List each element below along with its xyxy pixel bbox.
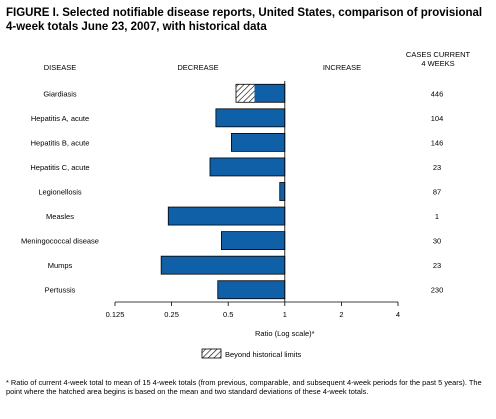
decrease-header: DECREASE [177, 63, 218, 72]
category-label: Legionellosis [38, 188, 82, 197]
category-label: Meningococcal disease [21, 237, 99, 246]
x-tick-label: 0.5 [223, 310, 233, 319]
x-tick-label: 4 [396, 310, 400, 319]
footnote: * Ratio of current 4-week total to mean … [6, 378, 482, 397]
bar [160, 255, 286, 275]
cases-value: 23 [433, 163, 441, 172]
bar [220, 231, 286, 251]
cases-header-line2: 4 WEEKS [421, 59, 454, 68]
x-tick-label: 1 [283, 310, 287, 319]
cases-value: 30 [433, 237, 441, 246]
chart-title: FIGURE I. Selected notifiable disease re… [6, 7, 483, 33]
bar [209, 157, 286, 177]
cases-value: 230 [431, 286, 444, 295]
cases-value: 446 [431, 89, 444, 98]
plot-area: Giardiasis 446 Hepatitis A, acute 104 Hepati… [21, 81, 443, 338]
bar-hatched-segment [235, 84, 255, 103]
legend-label: Beyond historical limits [225, 350, 302, 359]
cases-value: 104 [431, 114, 444, 123]
x-tick-label: 0.25 [164, 310, 179, 319]
x-tick-label: 2 [339, 310, 343, 319]
category-label: Hepatitis C, acute [30, 163, 89, 172]
category-label: Hepatitis A, acute [31, 114, 89, 123]
category-label: Measles [46, 212, 74, 221]
category-label: Pertussis [45, 286, 76, 295]
cases-value: 1 [435, 212, 439, 221]
category-label: Giardiasis [43, 89, 77, 98]
category-label: Mumps [48, 261, 73, 270]
x-tick-label: 0.125 [106, 310, 125, 319]
category-label: Hepatitis B, acute [31, 138, 90, 147]
legend-swatch [201, 348, 222, 359]
bar [217, 280, 286, 300]
bar [254, 84, 285, 103]
bar [215, 108, 286, 128]
cases-value: 146 [431, 138, 444, 147]
bar [231, 132, 286, 152]
cases-value: 23 [433, 261, 441, 270]
increase-header: INCREASE [323, 63, 361, 72]
x-axis-label: Ratio (Log scale)* [255, 329, 315, 338]
cases-header-line1: CASES CURRENT [406, 50, 471, 59]
bar [167, 206, 286, 226]
cases-value: 87 [433, 188, 441, 197]
disease-header: DISEASE [44, 63, 77, 72]
bar [279, 182, 286, 201]
